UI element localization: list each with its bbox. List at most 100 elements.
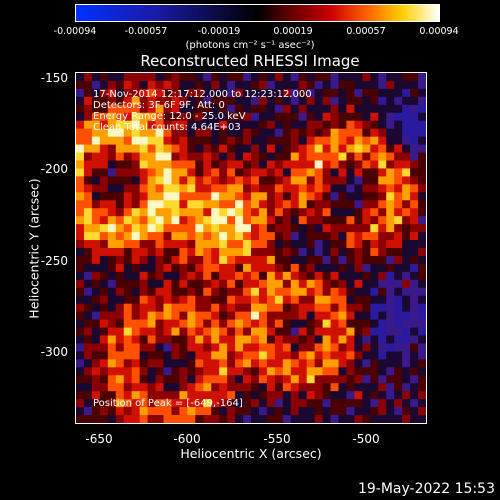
heatmap-pixel [274, 104, 284, 114]
heatmap-pixel [123, 160, 133, 169]
heatmap-pixel [211, 303, 220, 313]
heatmap-pixel [91, 160, 101, 169]
heatmap-pixel [155, 112, 164, 122]
heatmap-pixel [410, 192, 419, 201]
heatmap-pixel [211, 279, 220, 289]
heatmap-pixel [155, 216, 164, 225]
heatmap-pixel [123, 375, 133, 384]
heatmap-pixel [187, 128, 196, 138]
heatmap-pixel [378, 375, 387, 384]
heatmap-pixel [227, 399, 236, 408]
heatmap-pixel [76, 240, 85, 249]
heatmap-pixel [131, 200, 141, 209]
heatmap-pixel [386, 176, 395, 185]
heatmap-pixel [410, 335, 419, 344]
heatmap-pixel [386, 351, 395, 360]
heatmap-pixel [274, 399, 284, 408]
heatmap-pixel [298, 224, 308, 233]
heatmap-pixel [76, 200, 85, 209]
heatmap-pixel [298, 255, 308, 265]
heatmap-pixel [155, 391, 164, 400]
heatmap-pixel [123, 407, 133, 416]
heatmap-pixel [203, 248, 212, 257]
heatmap-pixel [362, 216, 371, 225]
heatmap-pixel [290, 208, 300, 217]
heatmap-pixel [243, 263, 252, 273]
heatmap-pixel [251, 192, 260, 201]
heatmap-pixel [251, 208, 260, 217]
heatmap-pixel [211, 192, 220, 201]
heatmap-pixel [362, 383, 371, 392]
heatmap-pixel [243, 112, 252, 122]
heatmap-pixel [282, 271, 292, 281]
heatmap-pixel [306, 240, 316, 249]
heatmap-pixel [195, 407, 204, 416]
heatmap-pixel [171, 128, 180, 138]
heatmap-pixel [394, 263, 403, 273]
heatmap-pixel [418, 303, 426, 313]
heatmap-pixel [219, 335, 228, 344]
heatmap-pixel [266, 200, 276, 209]
heatmap-pixel [76, 160, 85, 169]
heatmap-pixel [107, 335, 117, 344]
heatmap-pixel [76, 407, 85, 416]
heatmap-pixel [163, 407, 172, 416]
heatmap-pixel [274, 311, 284, 321]
heatmap-pixel [155, 104, 164, 114]
heatmap-pixel [346, 200, 355, 209]
heatmap-pixel [378, 303, 387, 313]
heatmap-pixel [131, 152, 141, 161]
heatmap-pixel [187, 112, 196, 122]
heatmap-pixel [211, 200, 220, 209]
heatmap-pixel [274, 136, 284, 146]
heatmap-pixel [330, 303, 339, 313]
heatmap-pixel [115, 208, 125, 217]
heatmap-pixel [402, 303, 411, 313]
heatmap-pixel [83, 192, 93, 201]
heatmap-pixel [362, 96, 371, 106]
heatmap-pixel [394, 160, 403, 169]
heatmap-pixel [155, 120, 164, 130]
heatmap-pixel [227, 216, 236, 225]
heatmap-pixel [147, 375, 157, 384]
heatmap-pixel [219, 311, 228, 321]
heatmap-pixel [131, 248, 141, 257]
heatmap-pixel [243, 96, 252, 106]
heatmap-pixel [338, 255, 347, 265]
heatmap-pixel [354, 263, 363, 273]
heatmap-pixel [195, 184, 204, 193]
heatmap-pixel [187, 375, 196, 384]
heatmap-pixel [163, 311, 172, 321]
heatmap-pixel [187, 168, 196, 177]
heatmap-pixel [322, 73, 332, 82]
heatmap-pixel [394, 192, 403, 201]
heatmap-pixel [346, 319, 355, 329]
heatmap-pixel [394, 367, 403, 376]
heatmap-pixel [378, 367, 387, 376]
heatmap-pixel [235, 271, 244, 281]
heatmap-pixel [179, 232, 188, 241]
heatmap-pixel [282, 303, 292, 313]
heatmap-pixel [203, 152, 212, 161]
heatmap-pixel [179, 136, 188, 146]
heatmap-pixel [179, 279, 188, 289]
heatmap-pixel [227, 184, 236, 193]
heatmap-pixel [187, 192, 196, 201]
heatmap-pixel [402, 88, 411, 98]
heatmap-pixel [258, 240, 268, 249]
heatmap-pixel [386, 224, 395, 233]
heatmap-pixel [131, 160, 141, 169]
heatmap-pixel [139, 200, 149, 209]
heatmap-pixel [394, 112, 403, 122]
heatmap-pixel [274, 224, 284, 233]
heatmap-pixel [394, 287, 403, 297]
heatmap-pixel [139, 343, 149, 352]
heatmap-pixel [227, 112, 236, 122]
heatmap-pixel [203, 224, 212, 233]
heatmap-pixel [338, 112, 347, 122]
heatmap-pixel [107, 136, 117, 146]
heatmap-pixel [354, 112, 363, 122]
heatmap-pixel [322, 375, 332, 384]
heatmap-pixel [362, 327, 371, 336]
heatmap-pixel [147, 351, 157, 360]
